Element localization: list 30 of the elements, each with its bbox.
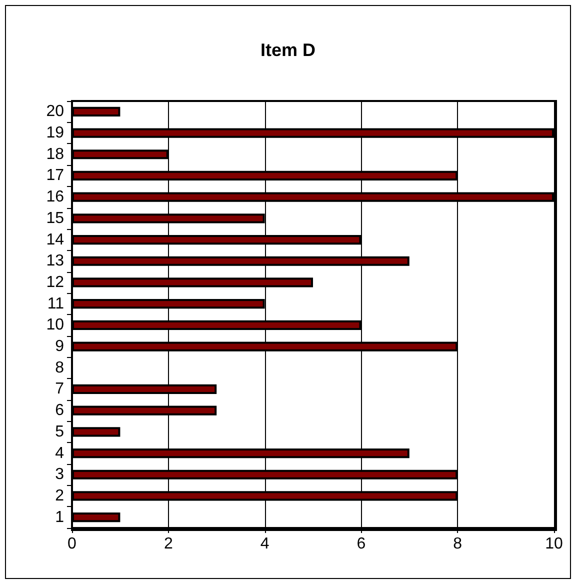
chart-title: Item D — [260, 40, 316, 60]
y-tick-label: 5 — [55, 423, 64, 440]
x-tick-label: 8 — [453, 536, 462, 552]
y-tick-label: 17 — [46, 167, 64, 184]
bar — [72, 106, 120, 116]
y-tick-label: 13 — [46, 252, 64, 270]
y-tick-label: 15 — [46, 210, 64, 227]
y-tick-label: 10 — [46, 316, 64, 334]
x-tick-label: 0 — [68, 536, 77, 552]
y-tick-label: 18 — [46, 146, 64, 163]
x-tick-label: 6 — [356, 536, 366, 552]
y-tick-label: 12 — [46, 274, 64, 291]
y-tick-label: 6 — [55, 402, 64, 420]
y-tick-label: 7 — [55, 380, 64, 398]
y-tick-label: 20 — [46, 103, 64, 120]
y-tick-label: 16 — [46, 188, 64, 206]
y-tick-label: 14 — [46, 231, 64, 248]
y-tick-label: 4 — [55, 444, 64, 462]
bar — [72, 427, 120, 437]
y-tick-label: 3 — [55, 466, 64, 484]
x-tick-label: 4 — [260, 536, 270, 552]
y-tick-label: 8 — [55, 359, 64, 376]
y-tick-label: 2 — [55, 487, 64, 504]
y-tick-label: 9 — [55, 338, 64, 356]
y-tick-label: 19 — [46, 124, 64, 142]
y-tick-label: 1 — [55, 508, 64, 526]
x-tick-label: 2 — [164, 536, 173, 552]
y-tick-label: 11 — [47, 295, 64, 312]
x-tick-label: 10 — [545, 536, 563, 552]
bar — [72, 512, 120, 522]
